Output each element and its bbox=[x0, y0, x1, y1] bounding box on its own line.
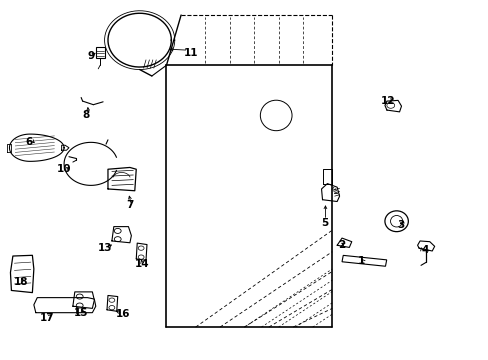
Text: 2: 2 bbox=[338, 239, 345, 249]
Text: 1: 1 bbox=[357, 256, 365, 266]
Bar bbox=[96, 47, 104, 58]
Text: 9: 9 bbox=[87, 51, 94, 61]
Text: 8: 8 bbox=[82, 111, 89, 121]
Text: 16: 16 bbox=[115, 310, 130, 319]
Text: 18: 18 bbox=[14, 277, 28, 287]
Text: 14: 14 bbox=[135, 259, 149, 269]
Text: 13: 13 bbox=[98, 243, 113, 253]
Text: 5: 5 bbox=[321, 218, 328, 228]
Text: 11: 11 bbox=[183, 48, 198, 58]
Text: 12: 12 bbox=[380, 96, 395, 106]
Text: 6: 6 bbox=[25, 138, 33, 147]
Text: 17: 17 bbox=[40, 313, 54, 323]
Text: 7: 7 bbox=[126, 200, 133, 210]
Text: 15: 15 bbox=[74, 308, 88, 318]
Text: 4: 4 bbox=[420, 245, 427, 255]
Text: 3: 3 bbox=[396, 220, 404, 230]
Bar bbox=[341, 255, 386, 266]
Text: 10: 10 bbox=[57, 164, 71, 174]
